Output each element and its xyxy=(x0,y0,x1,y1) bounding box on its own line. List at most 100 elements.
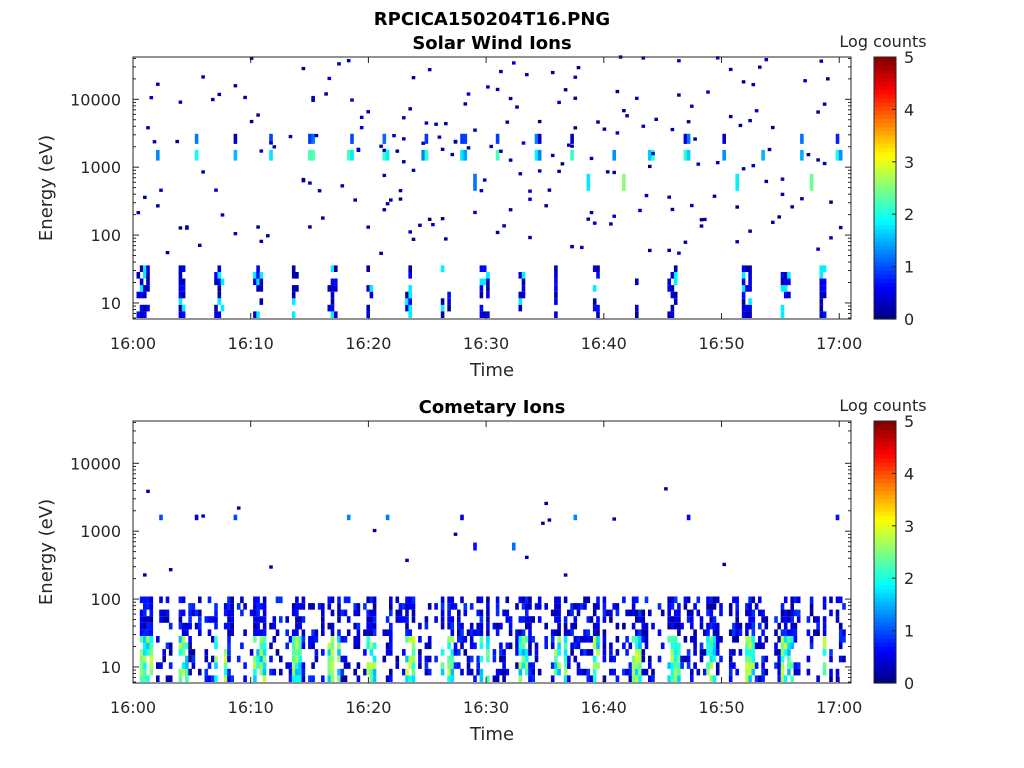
heatmap-cell xyxy=(343,662,348,669)
heatmap-cell xyxy=(560,162,565,166)
heatmap-cell xyxy=(573,616,578,623)
heatmap-cell xyxy=(576,609,581,617)
heatmap-cell xyxy=(185,662,189,669)
heatmap-cell xyxy=(411,655,416,663)
heatmap-cell xyxy=(816,616,820,623)
heatmap-cell xyxy=(175,139,179,144)
heatmap-cell xyxy=(385,649,390,656)
heatmap-cell xyxy=(635,596,639,604)
heatmap-cell xyxy=(586,636,591,643)
heatmap-cell xyxy=(476,609,480,617)
heatmap-cell xyxy=(408,311,412,318)
heatmap-cell xyxy=(508,158,513,162)
heatmap-cell xyxy=(146,596,150,604)
heatmap-cell xyxy=(534,603,539,610)
heatmap-cell xyxy=(411,76,416,80)
heatmap-cell xyxy=(178,278,183,286)
heatmap-cell xyxy=(143,636,147,643)
heatmap-cell xyxy=(554,278,558,286)
heatmap-cell xyxy=(295,616,299,623)
heatmap-cell xyxy=(706,636,710,643)
heatmap-cell xyxy=(253,616,257,623)
heatmap-cell xyxy=(427,668,432,676)
heatmap-cell xyxy=(233,133,238,144)
heatmap-cell xyxy=(745,636,749,643)
heatmap-cell xyxy=(337,649,341,656)
heatmap-cell xyxy=(389,675,393,682)
heatmap-cell xyxy=(427,636,432,643)
heatmap-cell xyxy=(253,636,257,643)
heatmap-cell xyxy=(214,603,218,610)
heatmap-cell xyxy=(227,668,231,676)
heatmap-cell xyxy=(677,603,681,610)
heatmap-cell xyxy=(796,596,801,604)
heatmap-cell xyxy=(392,134,396,138)
heatmap-cell xyxy=(570,603,574,610)
heatmap-cell xyxy=(589,210,594,215)
heatmap-cell xyxy=(745,311,749,318)
heatmap-cell xyxy=(463,133,468,144)
heatmap-cell xyxy=(528,622,532,630)
heatmap-cell xyxy=(670,603,675,610)
heatmap-cell xyxy=(143,675,147,682)
heatmap-cell xyxy=(327,649,332,656)
heatmap-cell xyxy=(395,609,400,617)
heatmap-cell xyxy=(751,596,756,604)
heatmap-cell xyxy=(563,642,568,650)
heatmap-cell xyxy=(777,668,781,676)
heatmap-cell xyxy=(382,173,387,178)
heatmap-cell xyxy=(382,208,387,212)
heatmap-cell xyxy=(178,226,183,230)
heatmap-cell xyxy=(256,655,260,663)
heatmap-cell xyxy=(334,278,338,286)
heatmap-cell xyxy=(369,649,374,656)
heatmap-cell xyxy=(460,629,464,636)
heatmap-cell xyxy=(748,265,752,272)
heatmap-cell xyxy=(427,68,432,72)
heatmap-cell xyxy=(499,649,503,656)
heatmap-cell xyxy=(706,622,710,630)
heatmap-cell xyxy=(719,603,723,610)
heatmap-cell xyxy=(327,285,332,292)
heatmap-cell xyxy=(635,636,639,643)
heatmap-cell xyxy=(447,596,451,604)
heatmap-cell xyxy=(350,98,354,102)
heatmap-cell xyxy=(748,603,752,610)
heatmap-cell xyxy=(427,603,432,610)
colorbar-segment xyxy=(874,257,896,263)
heatmap-cell xyxy=(758,596,762,604)
heatmap-cell xyxy=(586,668,591,676)
heatmap-cell xyxy=(168,649,173,656)
heatmap-cell xyxy=(563,629,568,636)
heatmap-cell xyxy=(592,655,597,663)
heatmap-cell xyxy=(149,616,154,623)
heatmap-cell xyxy=(735,636,739,643)
heatmap-cell xyxy=(479,668,484,676)
heatmap-cell xyxy=(311,662,315,669)
heatmap-cell xyxy=(227,596,231,604)
heatmap-cell xyxy=(550,153,555,158)
colorbar-segment xyxy=(874,314,896,320)
heatmap-cell xyxy=(486,675,490,682)
heatmap-cell xyxy=(340,668,345,676)
heatmap-cell xyxy=(343,636,348,643)
heatmap-cell xyxy=(787,609,791,617)
heatmap-cell xyxy=(537,149,542,161)
heatmap-cell xyxy=(783,622,788,630)
heatmap-cell xyxy=(346,629,351,636)
heatmap-cell xyxy=(648,248,652,253)
heatmap-cell xyxy=(673,675,678,682)
heatmap-cell xyxy=(518,304,523,312)
heatmap-cell xyxy=(554,603,558,610)
heatmap-cell xyxy=(826,77,830,81)
heatmap-cell xyxy=(648,675,652,682)
heatmap-cell xyxy=(291,311,296,318)
heatmap-cell xyxy=(644,622,649,630)
heatmap-cell xyxy=(735,240,739,244)
heatmap-cell xyxy=(703,629,707,636)
heatmap-cell xyxy=(592,298,597,305)
heatmap-cell xyxy=(774,616,778,623)
heatmap-cell xyxy=(592,285,597,292)
heatmap-cell xyxy=(301,642,306,650)
